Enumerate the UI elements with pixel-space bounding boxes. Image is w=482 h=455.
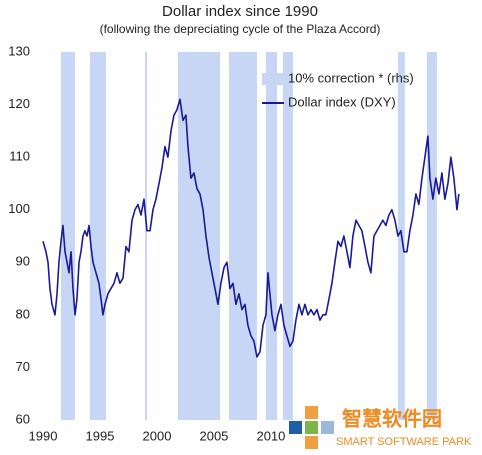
line bbox=[42, 98, 460, 358]
correction-band bbox=[282, 52, 293, 420]
x-tick-label: 2005 bbox=[199, 428, 228, 443]
chart-subtitle: (following the depreciating cycle of the… bbox=[100, 22, 381, 36]
watermark-title: 智慧软件园 bbox=[342, 406, 442, 430]
legend-label: Dollar index (DXY) bbox=[288, 94, 396, 109]
y-tick-label: 120 bbox=[8, 96, 30, 111]
correction-band bbox=[89, 52, 107, 420]
legend-swatch bbox=[262, 73, 284, 85]
watermark: 智慧软件园 SMART SOFTWARE PARK bbox=[289, 406, 472, 449]
y-tick-label: 90 bbox=[16, 254, 30, 269]
logo-block bbox=[305, 421, 318, 434]
y-tick-label: 130 bbox=[8, 43, 30, 58]
y-tick-label: 100 bbox=[8, 201, 30, 216]
x-tick-label: 2010 bbox=[256, 428, 285, 443]
correction-band bbox=[265, 52, 277, 420]
y-tick-label: 60 bbox=[16, 411, 30, 426]
y-tick-label: 80 bbox=[16, 306, 30, 321]
x-tick-label: 2000 bbox=[143, 428, 172, 443]
logo-block bbox=[305, 406, 318, 419]
correction-band bbox=[61, 52, 76, 420]
correction-band bbox=[145, 52, 147, 420]
correction-band bbox=[426, 52, 437, 420]
watermark-subtitle: SMART SOFTWARE PARK bbox=[336, 436, 472, 448]
chart-title: Dollar index since 1990 bbox=[162, 3, 318, 20]
x-tick-label: 1995 bbox=[86, 428, 115, 443]
y-tick-label: 110 bbox=[9, 149, 30, 164]
correction-band bbox=[229, 52, 257, 420]
logo-block bbox=[321, 421, 334, 434]
x-tick-label: 1990 bbox=[29, 428, 58, 443]
logo-block bbox=[305, 436, 318, 449]
correction-band bbox=[177, 52, 220, 420]
y-tick-label: 70 bbox=[16, 359, 30, 374]
legend-label: 10% correction * (rhs) bbox=[288, 70, 414, 85]
logo-block bbox=[289, 421, 302, 434]
